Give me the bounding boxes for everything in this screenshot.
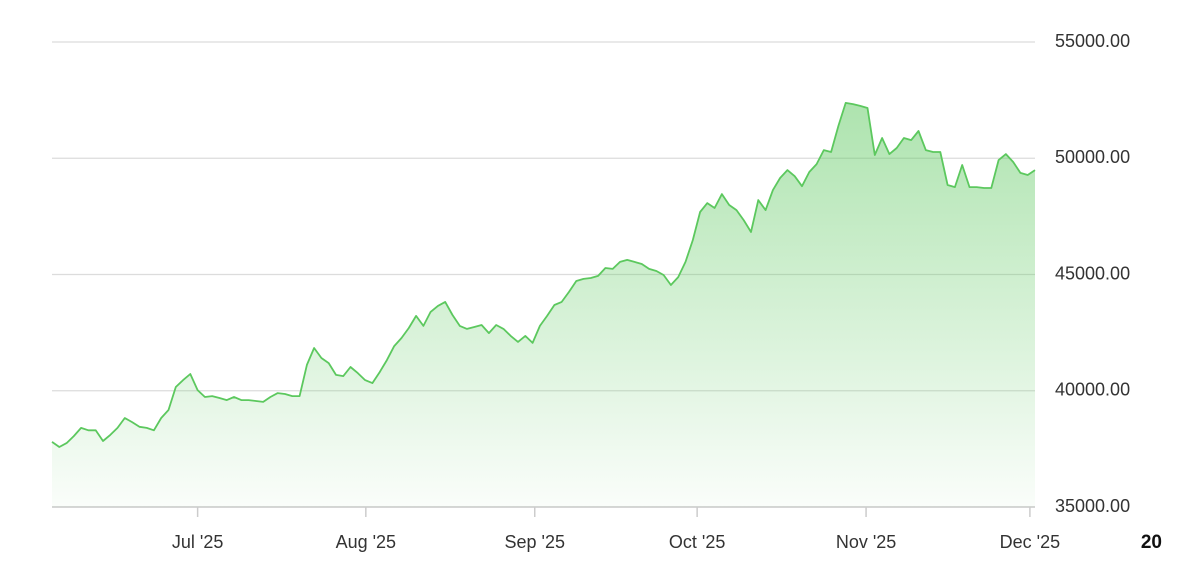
x-tick-label: Jul '25 (172, 532, 223, 552)
x-tick-label: Sep '25 (505, 532, 566, 552)
x-tick-label: Oct '25 (669, 532, 725, 552)
y-tick-label: 45000.00 (1055, 263, 1130, 283)
y-tick-label: 55000.00 (1055, 31, 1130, 51)
year-label: 20 (1141, 532, 1162, 553)
y-tick-label: 50000.00 (1055, 147, 1130, 167)
y-tick-label: 40000.00 (1055, 380, 1130, 400)
x-tick-label: Aug '25 (336, 532, 397, 552)
x-tick-label: Nov '25 (836, 532, 896, 552)
price-line (51, 102, 1036, 448)
x-tick-label: Dec '25 (1000, 532, 1060, 552)
y-tick-label: 35000.00 (1055, 496, 1130, 516)
area-fill (52, 102, 1035, 508)
